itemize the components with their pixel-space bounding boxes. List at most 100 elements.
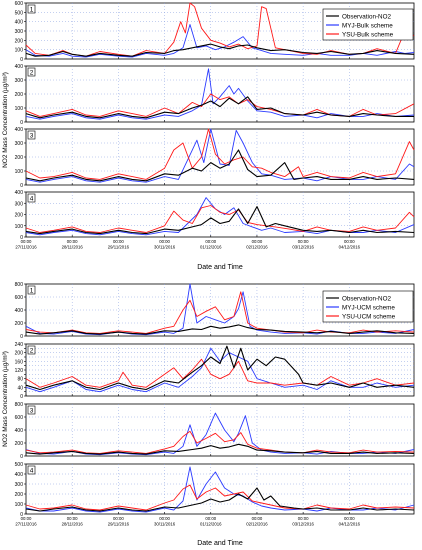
panel-frame	[25, 191, 415, 238]
x-tick-label: 04/12/2016	[339, 245, 361, 250]
panel-number-box	[27, 405, 36, 415]
panel-number: 3	[30, 408, 34, 415]
series-line-ysu-bulk-scheme	[25, 205, 415, 233]
x-tick-label: 00:00	[67, 239, 78, 244]
y-tick-label: 120	[15, 368, 24, 374]
series-line-observation-no2	[25, 43, 415, 57]
legend-label: YSU-Bulk scheme	[342, 31, 394, 38]
panel-2: 0 40 80 120 160 200 240 2	[15, 342, 415, 400]
panel-number-box	[27, 67, 36, 77]
y-tick-label: 200	[15, 38, 24, 44]
y-tick-label: 100	[15, 106, 24, 112]
panel-number-box	[27, 130, 36, 140]
series-line-ysu-ucm-scheme	[25, 291, 415, 334]
y-tick-label: 40	[17, 385, 23, 391]
x-tick-label: 00:00	[205, 516, 216, 521]
y-tick-label: 400	[15, 64, 24, 70]
y-tick-label: 200	[15, 155, 24, 161]
series-line-observation-no2	[25, 96, 414, 119]
x-tick-label: 00:00	[252, 239, 263, 244]
x-tick-label: 00:00	[159, 239, 170, 244]
x-tick-label: 27/11/2016	[15, 245, 37, 250]
x-tick-label: 00:00	[298, 239, 309, 244]
y-tick-label: 100	[15, 169, 24, 175]
panel-number: 3	[30, 133, 34, 140]
x-tick-label: 29/11/2016	[108, 245, 130, 250]
series-line-observation-no2	[25, 487, 415, 512]
x-tick-label: 00:00	[252, 516, 263, 521]
panel-frame	[25, 463, 415, 515]
y-axis-label: NO2 Mass Concentration (µg/m³)	[2, 72, 9, 168]
series-line-observation-no2	[25, 345, 415, 391]
series-line-ysu-bulk-scheme	[25, 128, 415, 180]
panel-number: 2	[30, 70, 34, 77]
y-tick-label: 80	[17, 377, 23, 383]
y-tick-label: 300	[15, 201, 24, 207]
y-tick-label: 400	[15, 308, 24, 314]
legend-label: Observation-NO2	[342, 13, 391, 20]
series-line-observation-no2	[25, 149, 415, 182]
x-tick-label: 27/11/2016	[15, 522, 37, 527]
series-line-ysu-ucm-scheme	[25, 430, 415, 454]
x-tick-label: 03/12/2016	[292, 522, 314, 527]
y-tick-label: 800	[15, 282, 24, 288]
x-axis-label: Date and Time	[197, 264, 243, 271]
panel-number: 4	[30, 468, 34, 475]
series-line-myj-bulk-scheme	[25, 24, 415, 58]
x-tick-label: 00:00	[113, 239, 124, 244]
series-line-myj-ucm-scheme	[25, 347, 415, 393]
y-tick-label: 0	[20, 454, 23, 460]
y-tick-label: 0	[20, 334, 23, 340]
series-line-observation-no2	[25, 206, 415, 235]
panel-number-box	[27, 193, 36, 203]
y-tick-label: 200	[15, 92, 24, 98]
y-tick-label: 0	[20, 512, 23, 518]
y-tick-label: 0	[20, 57, 23, 63]
y-tick-label: 200	[15, 213, 24, 219]
x-tick-label: 00:00	[113, 516, 124, 521]
x-tick-label: 30/11/2016	[154, 245, 176, 250]
y-tick-label: 400	[15, 190, 24, 196]
x-axis-label: Date and Time	[197, 540, 243, 547]
y-tick-label: 0	[20, 120, 23, 126]
y-tick-label: 100	[15, 502, 24, 508]
y-tick-label: 400	[15, 20, 24, 26]
y-tick-label: 160	[15, 359, 24, 365]
panel-number-box	[27, 4, 36, 14]
panel-number: 4	[30, 196, 34, 203]
panel-number: 1	[30, 288, 34, 295]
panel-number-box	[27, 285, 36, 295]
x-tick-label: 01/12/2016	[200, 245, 222, 250]
x-tick-label: 30/11/2016	[154, 522, 176, 527]
y-tick-label: 600	[15, 1, 24, 7]
series-line-ysu-ucm-scheme	[25, 358, 415, 388]
panel-4: 0 100 200 300 400 500 4	[15, 462, 415, 518]
chart-figure-2: 0200400600800104080120160200240202004006…	[2, 282, 415, 547]
y-tick-label: 500	[15, 462, 24, 468]
panel-3: 0 200 400 600 800 3	[15, 402, 415, 460]
y-tick-label: 200	[15, 321, 24, 327]
panel-frame	[25, 403, 415, 457]
y-tick-label: 300	[15, 482, 24, 488]
chart-figure-1: 0 100 200 300 400 500 600 1 0 100 200 300 400 2 0 100 20…	[2, 1, 415, 271]
y-tick-label: 100	[15, 224, 24, 230]
legend-label: MYJ-UCM scheme	[342, 304, 395, 311]
panel-number: 1	[30, 7, 34, 14]
legend-label: Observation-NO2	[342, 295, 391, 302]
series-line-observation-no2	[25, 443, 415, 455]
x-tick-label: 00:00	[205, 239, 216, 244]
panel-2: 0 100 200 300 400 2	[15, 64, 415, 126]
x-tick-label: 04/12/2016	[339, 522, 361, 527]
y-tick-label: 0	[20, 394, 23, 400]
legend-label: YSU-UCM scheme	[342, 313, 396, 320]
y-axis-label: NO2 Mass Concentration (µg/m³)	[2, 351, 9, 447]
x-tick-label: 00:00	[67, 516, 78, 521]
x-tick-label: 29/11/2016	[108, 522, 130, 527]
x-tick-label: 02/12/2016	[246, 245, 268, 250]
legend-label: MYJ-Bulk scheme	[342, 22, 393, 29]
y-tick-label: 600	[15, 295, 24, 301]
y-tick-label: 400	[15, 428, 24, 434]
series-line-ysu-bulk-scheme	[25, 2, 415, 57]
panel-frame	[25, 128, 415, 186]
